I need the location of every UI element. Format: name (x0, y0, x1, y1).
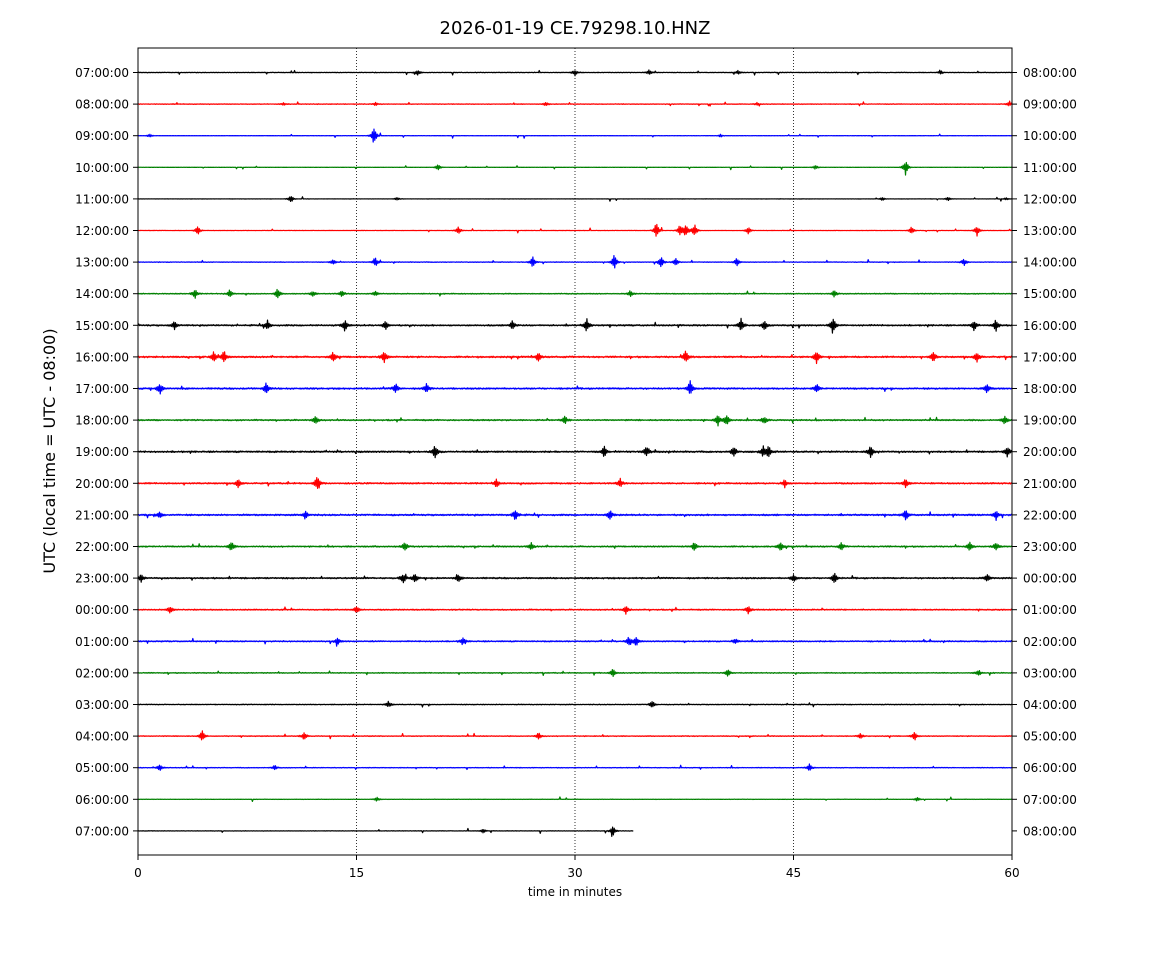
gridlines (356, 48, 794, 855)
trace-110000-4 (137, 196, 1013, 202)
local-time-label: 10:00:00 (1023, 129, 1077, 143)
trace-200000-13 (137, 477, 1013, 489)
x-tick-label-45: 45 (786, 866, 801, 880)
trace-220000-15 (137, 541, 1013, 551)
y-axis-label: UTC (local time = UTC - 08:00) (40, 328, 59, 573)
utc-label: 23:00:00 (75, 572, 129, 586)
utc-label: 00:00:00 (75, 603, 129, 617)
utc-label: 19:00:00 (75, 445, 129, 459)
trace-090000-2 (137, 128, 1013, 143)
ticks: 0 15 30 45 60 07:00:00 08:00:00 08:00:00 09:00:0… (75, 66, 1077, 880)
utc-label: 04:00:00 (75, 730, 129, 744)
utc-label: 07:00:00 (75, 824, 129, 838)
trace-210000-14 (137, 510, 1013, 522)
traces (137, 69, 1013, 837)
utc-label: 20:00:00 (75, 477, 129, 491)
trace-060000-23 (137, 796, 1013, 803)
trace-030000-20 (137, 700, 1013, 708)
local-time-label: 21:00:00 (1023, 477, 1077, 491)
local-time-label: 23:00:00 (1023, 540, 1077, 554)
utc-label: 13:00:00 (75, 256, 129, 270)
utc-label: 03:00:00 (75, 698, 129, 712)
local-time-label: 01:00:00 (1023, 603, 1077, 617)
local-time-label: 16:00:00 (1023, 319, 1077, 333)
trace-130000-6 (137, 254, 1013, 269)
local-time-label: 08:00:00 (1023, 66, 1077, 80)
local-time-label: 14:00:00 (1023, 256, 1077, 270)
local-time-label: 13:00:00 (1023, 224, 1077, 238)
utc-label: 21:00:00 (75, 508, 129, 522)
local-time-label: 06:00:00 (1023, 761, 1077, 775)
local-time-label: 20:00:00 (1023, 445, 1077, 459)
local-time-label: 03:00:00 (1023, 666, 1077, 680)
x-tick-label-15: 15 (349, 866, 364, 880)
local-time-label: 18:00:00 (1023, 382, 1077, 396)
utc-label: 15:00:00 (75, 319, 129, 333)
trace-170000-10 (137, 380, 1013, 395)
local-time-label: 02:00:00 (1023, 635, 1077, 649)
utc-label: 07:00:00 (75, 66, 129, 80)
local-time-label: 05:00:00 (1023, 730, 1077, 744)
trace-190000-12 (137, 445, 1013, 459)
trace-070000-24 (137, 826, 634, 837)
utc-label: 06:00:00 (75, 793, 129, 807)
utc-label: 10:00:00 (75, 161, 129, 175)
x-axis-label: time in minutes (528, 885, 622, 899)
trace-070000-0 (137, 69, 1013, 77)
trace-020000-19 (137, 669, 1013, 678)
utc-label: 16:00:00 (75, 350, 129, 364)
utc-label: 01:00:00 (75, 635, 129, 649)
utc-label: 11:00:00 (75, 192, 129, 206)
local-time-label: 11:00:00 (1023, 161, 1077, 175)
trace-100000-3 (137, 161, 1013, 176)
local-time-label: 00:00:00 (1023, 572, 1077, 586)
local-time-label: 08:00:00 (1023, 824, 1077, 838)
x-tick-label-0: 0 (134, 866, 142, 880)
local-time-label: 15:00:00 (1023, 287, 1077, 301)
trace-230000-16 (137, 572, 1013, 584)
trace-010000-18 (137, 636, 1013, 647)
trace-000000-17 (137, 606, 1013, 615)
local-time-label: 04:00:00 (1023, 698, 1077, 712)
x-tick-label-60: 60 (1004, 866, 1019, 880)
utc-label: 09:00:00 (75, 129, 129, 143)
trace-050000-22 (137, 763, 1013, 771)
utc-label: 05:00:00 (75, 761, 129, 775)
local-time-label: 07:00:00 (1023, 793, 1077, 807)
trace-140000-7 (137, 288, 1013, 299)
x-tick-label-30: 30 (567, 866, 582, 880)
local-time-label: 12:00:00 (1023, 192, 1077, 206)
trace-080000-1 (137, 100, 1013, 107)
local-time-label: 09:00:00 (1023, 98, 1077, 112)
trace-160000-9 (137, 350, 1013, 365)
utc-label: 17:00:00 (75, 382, 129, 396)
chart-title: 2026-01-19 CE.79298.10.HNZ (440, 18, 711, 39)
utc-label: 02:00:00 (75, 666, 129, 680)
utc-label: 18:00:00 (75, 414, 129, 428)
trace-180000-11 (137, 415, 1013, 427)
local-time-label: 17:00:00 (1023, 350, 1077, 364)
utc-label: 12:00:00 (75, 224, 129, 238)
trace-120000-5 (137, 223, 1013, 237)
utc-label: 08:00:00 (75, 98, 129, 112)
trace-150000-8 (137, 317, 1013, 334)
utc-label: 14:00:00 (75, 287, 129, 301)
trace-040000-21 (137, 730, 1013, 741)
local-time-label: 19:00:00 (1023, 414, 1077, 428)
local-time-label: 22:00:00 (1023, 508, 1077, 522)
utc-label: 22:00:00 (75, 540, 129, 554)
